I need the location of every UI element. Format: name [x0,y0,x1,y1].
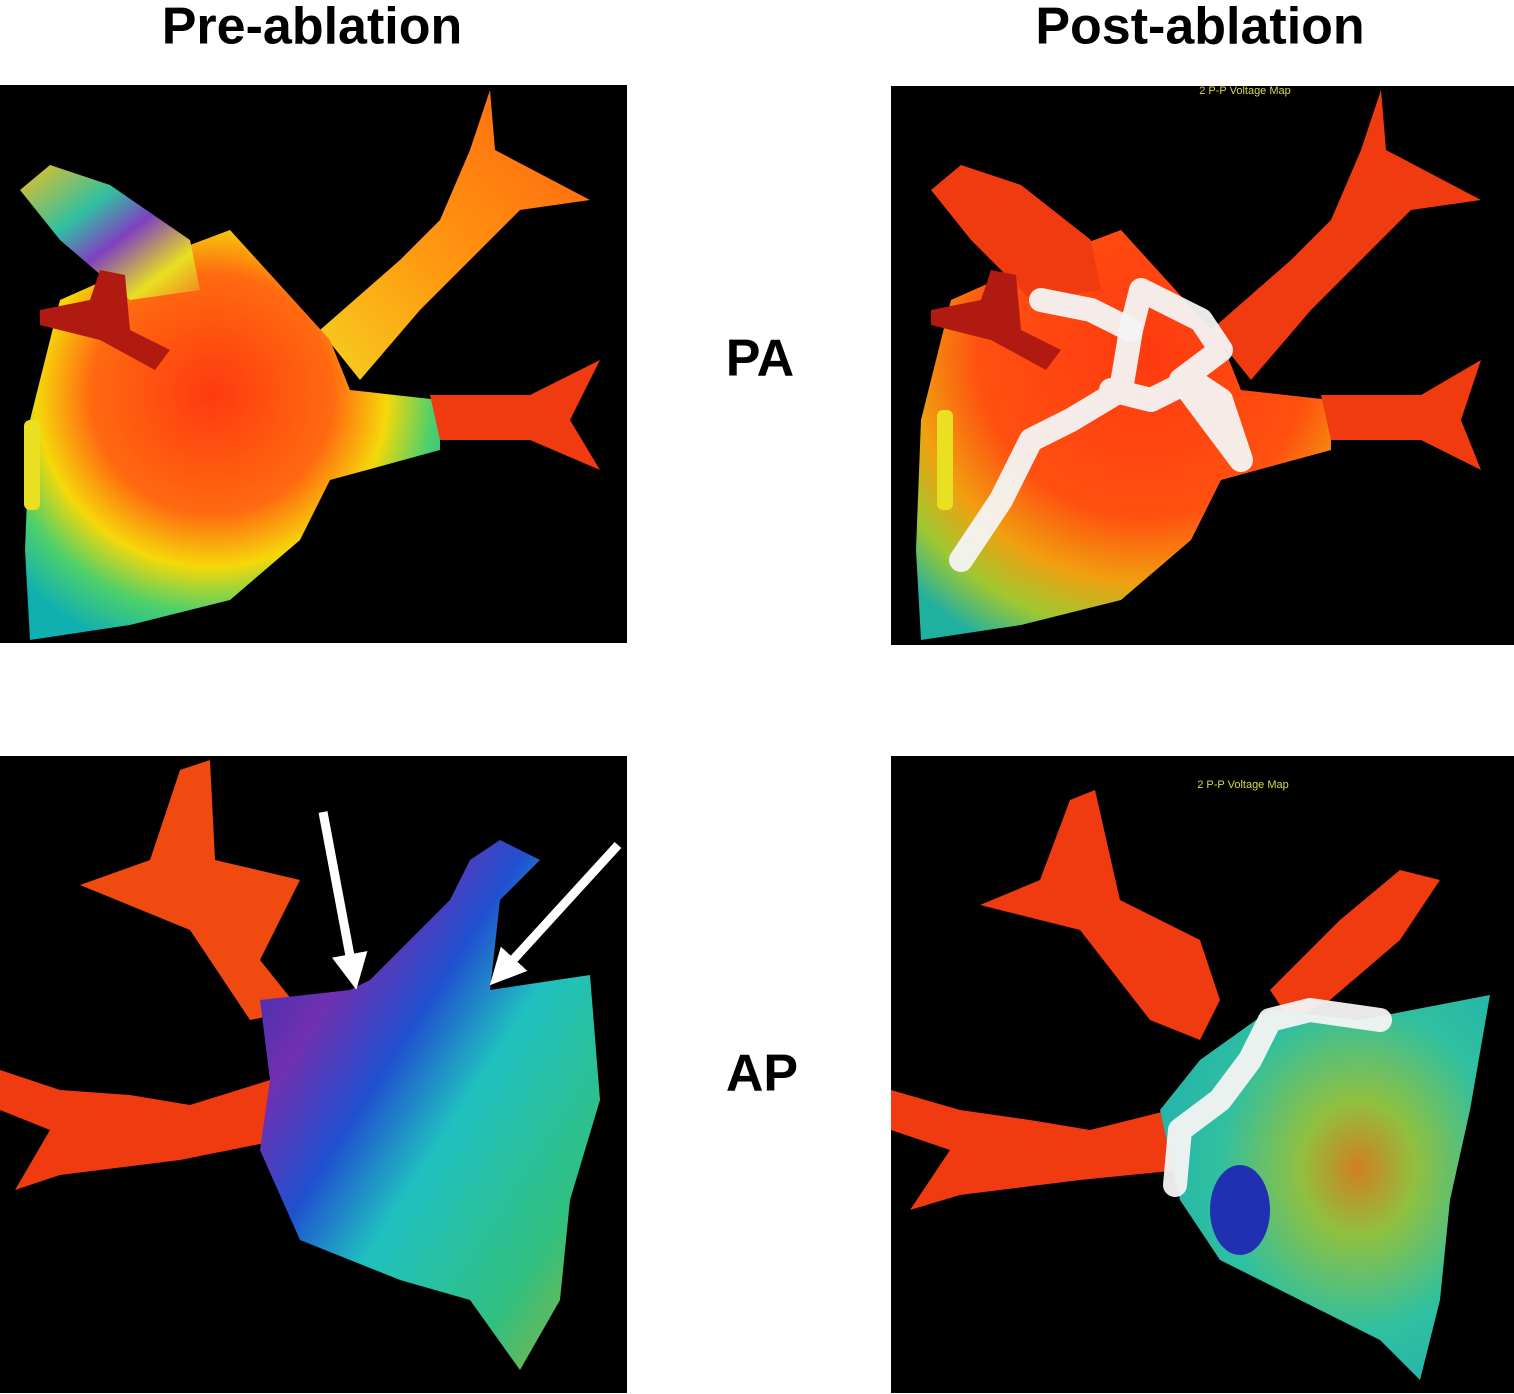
catheter [937,410,953,510]
vein [1211,90,1481,380]
vein [430,360,600,470]
column-title: Pre-ablation [162,0,463,56]
vein [1270,870,1440,1020]
column-title: Post-ablation [1035,0,1364,56]
vein [980,790,1220,1040]
arrow [489,841,622,986]
catheter [24,420,40,510]
ablation-line [1029,288,1143,342]
map-panel: 2 P-P Voltage Map [891,756,1514,1393]
atrium [260,840,600,1370]
row-label: PA [726,330,794,388]
appendage [20,165,200,300]
atrium [1160,995,1490,1380]
appendage [931,165,1101,300]
low-voltage-area [1210,1165,1270,1255]
vein [80,760,300,1020]
arrow [318,811,368,990]
map-panel [0,756,627,1393]
vein [931,270,1061,370]
vein [40,270,170,370]
map-panel [0,85,627,643]
vein [320,90,590,380]
map-caption: 2 P-P Voltage Map [1197,779,1289,791]
row-label: AP [726,1045,798,1103]
map-panel: 2 P-P Voltage Map [891,85,1514,645]
vein [1321,360,1481,470]
map-caption: 2 P-P Voltage Map [1199,85,1291,97]
vein [891,1090,1180,1210]
ablation-line [949,278,1253,572]
vein [0,1070,280,1190]
ablation-line [1163,998,1392,1197]
